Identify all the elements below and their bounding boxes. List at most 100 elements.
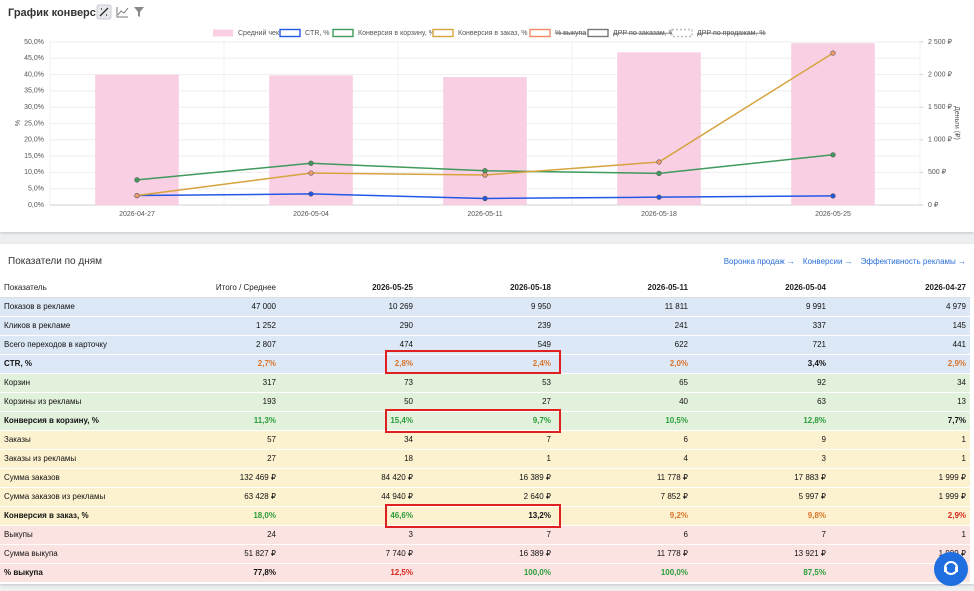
point bbox=[134, 192, 140, 199]
cell: 13 bbox=[830, 392, 970, 412]
point bbox=[656, 159, 662, 165]
y-tick-label: 25,0% bbox=[24, 120, 44, 127]
cell: 84 420 ₽ bbox=[280, 468, 417, 488]
row-label: Заказы bbox=[0, 430, 140, 450]
cell: 1 bbox=[830, 430, 970, 450]
row-label: Сумма выкупа bbox=[0, 544, 140, 564]
cell: 9,8% bbox=[692, 506, 830, 526]
point bbox=[308, 191, 314, 197]
nav-link[interactable]: Конверсии → bbox=[802, 257, 853, 266]
cell: 24 bbox=[140, 525, 280, 545]
table-row: Сумма заказов из рекламы 63 428 ₽44 940 ₽… bbox=[0, 487, 970, 507]
table-row: Заказы 57 34 7 6 9 1 bbox=[0, 430, 970, 450]
legend-swatch bbox=[587, 28, 609, 38]
bar bbox=[617, 52, 701, 206]
cell: 34 bbox=[280, 430, 417, 450]
cell: 2,0% bbox=[555, 354, 692, 374]
chart: 0,0% 5,0% 10,0% 15,0% 20,0% 25,0% 30,0% 35,0% 40… bbox=[15, 28, 961, 218]
cell: 10,5% bbox=[555, 411, 692, 431]
row-label: Выкупы bbox=[0, 525, 140, 545]
cell: 193 bbox=[140, 392, 280, 412]
y-tick-label: 5,0% bbox=[28, 186, 44, 193]
cell: 10 269 bbox=[280, 297, 417, 317]
cell: 7 bbox=[417, 430, 555, 450]
legend-swatch bbox=[432, 28, 454, 38]
legend-swatch bbox=[671, 28, 693, 38]
y2-tick-label: 2 500 ₽ bbox=[928, 38, 952, 46]
y-tick-label: 50,0% bbox=[24, 39, 44, 46]
cell: 622 bbox=[555, 335, 692, 355]
bar bbox=[791, 43, 875, 205]
table-row: Корзин 317 73 53 65 92 34 bbox=[0, 373, 970, 393]
row-label: Всего переходов в карточку bbox=[0, 335, 140, 355]
table-row: Выкупы 24 3 7 6 7 1 bbox=[0, 525, 970, 545]
cell: 7 bbox=[417, 525, 555, 545]
y2-tick-label: 1 000 ₽ bbox=[928, 136, 952, 144]
links: Воронка продаж → Конверсии → Эффективность… bbox=[716, 257, 966, 266]
cell: 7 852 ₽ bbox=[555, 487, 692, 507]
highlight-box bbox=[385, 409, 561, 433]
y-tick-label: 0,0% bbox=[28, 202, 44, 209]
row-label: Показов в рекламе bbox=[0, 297, 140, 317]
point bbox=[830, 152, 836, 158]
y-tick-label: 15,0% bbox=[24, 153, 44, 160]
cell: 73 bbox=[280, 373, 417, 393]
legend-label: CTR, % bbox=[305, 30, 330, 37]
y2-tick-label: 0 ₽ bbox=[928, 201, 939, 209]
section-title: Показатели по дням bbox=[8, 256, 103, 267]
cell: 239 bbox=[417, 316, 555, 336]
cell: 2,9% bbox=[830, 506, 970, 526]
cell: 441 bbox=[830, 335, 970, 355]
cell: 63 bbox=[692, 392, 830, 412]
cell: 63 428 ₽ bbox=[140, 487, 280, 507]
row-label: CTR, % bbox=[0, 354, 140, 374]
cell: 4 979 bbox=[830, 297, 970, 317]
row-label: Конверсия в корзину, % bbox=[0, 411, 140, 431]
cell: 145 bbox=[830, 316, 970, 336]
y-tick-label: 40,0% bbox=[24, 71, 44, 78]
metrics-table: Показатель Итого / Среднее 2026-05-25 2026-… bbox=[0, 278, 970, 583]
cell: 474 bbox=[280, 335, 417, 355]
y-tick-label: 30,0% bbox=[24, 104, 44, 111]
point bbox=[656, 194, 662, 200]
chat-button[interactable] bbox=[934, 552, 968, 586]
y2-tick-label: 2 000 ₽ bbox=[928, 70, 952, 78]
column-header: Итого / Среднее bbox=[140, 278, 280, 298]
x-tick-label: 2026-05-04 bbox=[293, 211, 329, 218]
cell: 34 bbox=[830, 373, 970, 393]
cell: 18,0% bbox=[140, 506, 280, 526]
bar bbox=[95, 74, 179, 206]
cell: 7,7% bbox=[830, 411, 970, 431]
cell: 9,2% bbox=[555, 506, 692, 526]
cell: 13 921 ₽ bbox=[692, 544, 830, 564]
point bbox=[482, 172, 488, 178]
table-row: Сумма заказов 132 469 ₽84 420 ₽16 389 ₽11… bbox=[0, 468, 970, 488]
y-axis-label: % bbox=[15, 120, 22, 126]
cell: 2,7% bbox=[140, 354, 280, 374]
legend-label: Конверсия в корзину, % bbox=[358, 30, 435, 37]
table-card: Показатели по дням Воронка продаж → Конве… bbox=[0, 244, 974, 584]
legend-label: ДРР по продажам, % bbox=[697, 30, 766, 37]
highlight-box bbox=[385, 504, 561, 528]
chart-title: График конверсии bbox=[8, 7, 110, 19]
point bbox=[308, 170, 314, 176]
nav-link[interactable]: Воронка продаж → bbox=[723, 257, 795, 266]
cell: 47 000 bbox=[140, 297, 280, 317]
row-label: Заказы из рекламы bbox=[0, 449, 140, 469]
chart-tools[interactable] bbox=[96, 4, 156, 20]
cell: 4 bbox=[555, 449, 692, 469]
cell: 3,4% bbox=[692, 354, 830, 374]
column-header: 2026-05-18 bbox=[417, 278, 555, 298]
nav-link[interactable]: Эффективность рекламы → bbox=[860, 257, 966, 266]
cell: 1 999 ₽ bbox=[830, 468, 970, 488]
table-row: Сумма выкупа 51 827 ₽7 740 ₽16 389 ₽11 77… bbox=[0, 544, 970, 564]
column-header: Показатель bbox=[0, 278, 140, 298]
cell: 1 bbox=[830, 525, 970, 545]
cell: 132 469 ₽ bbox=[140, 468, 280, 488]
table-row: Корзины из рекламы 193 50 27 40 63 13 bbox=[0, 392, 970, 412]
cell: 12,8% bbox=[692, 411, 830, 431]
table-row: Конверсия в заказ, % 18,0% 46,6% 13,2% 9,2% 9… bbox=[0, 506, 970, 526]
cell: 57 bbox=[140, 430, 280, 450]
column-header: 2026-05-04 bbox=[692, 278, 830, 298]
